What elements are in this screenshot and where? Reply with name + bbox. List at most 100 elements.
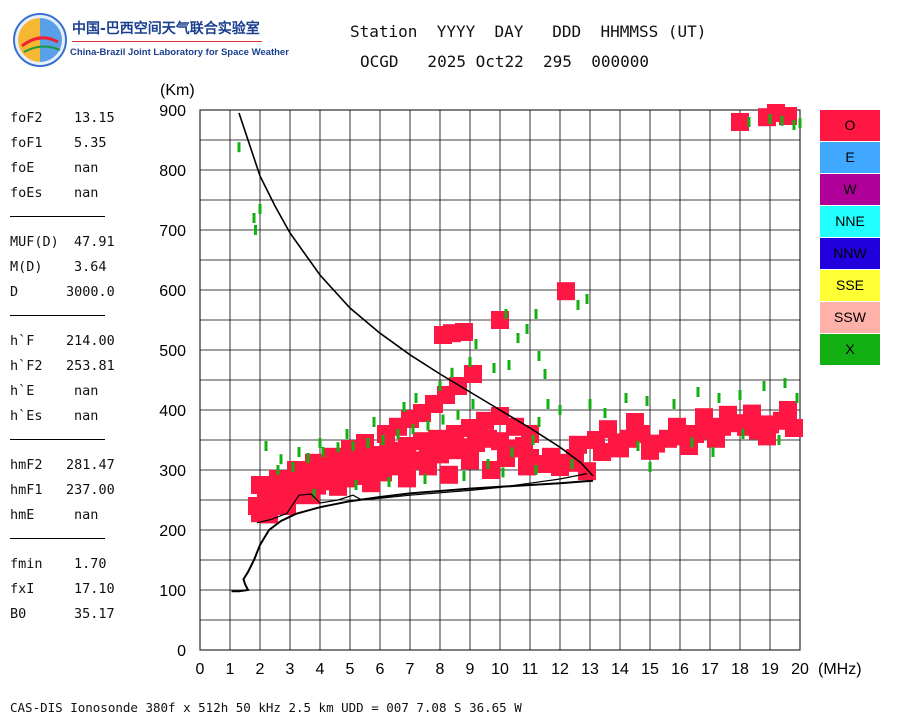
echo-point-o	[470, 427, 488, 446]
echo-point-x	[456, 409, 460, 420]
x-tick-label: 19	[761, 661, 779, 678]
echo-point-x	[501, 467, 505, 478]
echo-point-x	[468, 357, 472, 367]
param-label: h`E	[10, 383, 35, 399]
echo-point-o	[323, 447, 341, 466]
echo-point-o	[287, 461, 305, 479]
y-tick-label: 600	[159, 283, 186, 300]
x-axis-label: (MHz)	[818, 661, 862, 678]
param-label: MUF(D)	[10, 234, 59, 250]
echo-point-x	[254, 225, 257, 235]
x-tick-label: 7	[406, 661, 415, 678]
echo-point-x	[474, 339, 478, 349]
echo-point-x	[588, 399, 592, 409]
echo-point-o	[278, 497, 296, 515]
param-label: h`F2	[10, 358, 43, 374]
logo-chinese-text: 中国-巴西空间天气联合实验室	[72, 21, 260, 37]
param-value: nan	[74, 185, 99, 201]
echo-point-o	[578, 462, 596, 481]
x-tick-label: 13	[581, 661, 599, 678]
echo-point-x	[747, 117, 751, 127]
legend-label: SSE	[836, 277, 864, 293]
echo-point-x	[798, 118, 802, 129]
legend-label: NNW	[833, 245, 867, 261]
echo-point-x	[276, 465, 280, 475]
x-tick-label: 10	[491, 661, 509, 678]
param-value: nan	[74, 160, 99, 176]
param-value: 47.91	[74, 234, 115, 250]
x-tick-label: 17	[701, 661, 719, 678]
echo-point-x	[438, 381, 442, 391]
echo-point-x	[462, 471, 466, 481]
legend-label: NNE	[835, 213, 865, 229]
echo-point-o	[626, 413, 644, 431]
echo-point-x	[366, 438, 370, 448]
echo-point-x	[354, 480, 358, 490]
param-label: h`Es	[10, 408, 43, 424]
echo-point-x	[510, 447, 514, 457]
x-tick-label: 8	[436, 661, 445, 678]
echo-point-x	[777, 435, 781, 445]
echo-point-o	[377, 425, 395, 443]
echo-point-x	[387, 477, 391, 487]
y-tick-label: 0	[177, 643, 186, 660]
echo-point-o	[641, 441, 659, 460]
header-values: OCGD 2025 Oct22 295 000000	[360, 52, 649, 71]
y-tick-label: 500	[159, 343, 186, 360]
echo-point-x	[492, 363, 496, 373]
logo-english-text: China-Brazil Joint Laboratory for Space …	[70, 47, 289, 58]
inner-trace	[256, 473, 588, 524]
param-label: fmin	[10, 556, 43, 572]
echo-point-o	[491, 407, 509, 425]
echo-point-x	[795, 393, 799, 403]
param-value: 253.81	[66, 358, 115, 374]
echo-point-x	[258, 204, 262, 214]
param-value: 35.17	[74, 606, 115, 622]
logo-divider	[72, 41, 262, 42]
echo-point-o	[515, 437, 533, 455]
echo-point-x	[411, 424, 415, 435]
echo-point-o	[296, 479, 314, 497]
param-label: hmF2	[10, 457, 43, 473]
param-label: hmE	[10, 507, 35, 523]
param-label: h`F	[10, 333, 35, 349]
echo-point-x	[291, 462, 295, 472]
param-label: B0	[10, 606, 27, 622]
echo-point-x	[570, 459, 574, 469]
instrument-footer: CAS-DIS Ionosonde 380f x 512h 50 kHz 2.5…	[10, 700, 522, 715]
x-tick-label: 12	[551, 661, 569, 678]
echo-point-x	[264, 441, 268, 451]
echo-point-o	[743, 404, 761, 423]
param-label: foEs	[10, 185, 43, 201]
echo-point-x	[558, 405, 562, 415]
param-label: D	[10, 284, 19, 300]
echo-point-x	[546, 399, 550, 409]
echo-point-o	[785, 419, 803, 437]
y-tick-label: 700	[159, 223, 186, 240]
echo-point-x	[624, 393, 628, 403]
param-value: 237.00	[66, 482, 115, 498]
echo-point-o	[542, 447, 560, 466]
x-tick-label: 0	[196, 661, 205, 678]
echo-point-o	[557, 282, 575, 301]
echo-point-o	[560, 453, 578, 472]
echo-point-o	[260, 505, 278, 524]
echo-point-o	[464, 365, 482, 383]
echo-point-o	[419, 457, 437, 476]
legend-swatch	[820, 238, 880, 269]
echo-point-o	[374, 463, 392, 482]
echo-point-x	[351, 441, 355, 451]
echo-point-o	[263, 486, 281, 505]
echo-point-x	[297, 447, 301, 457]
param-separator	[10, 216, 105, 217]
echo-point-o	[413, 432, 431, 451]
param-value: 17.10	[74, 581, 115, 597]
legend-label: SSW	[834, 309, 867, 325]
echo-point-x	[516, 333, 520, 343]
max-density-curve	[238, 112, 594, 477]
echo-point-x	[279, 454, 283, 465]
echo-point-x	[768, 114, 772, 124]
echo-point-o	[668, 417, 686, 436]
echo-point-x	[402, 402, 406, 412]
param-value: 3.64	[74, 259, 107, 275]
